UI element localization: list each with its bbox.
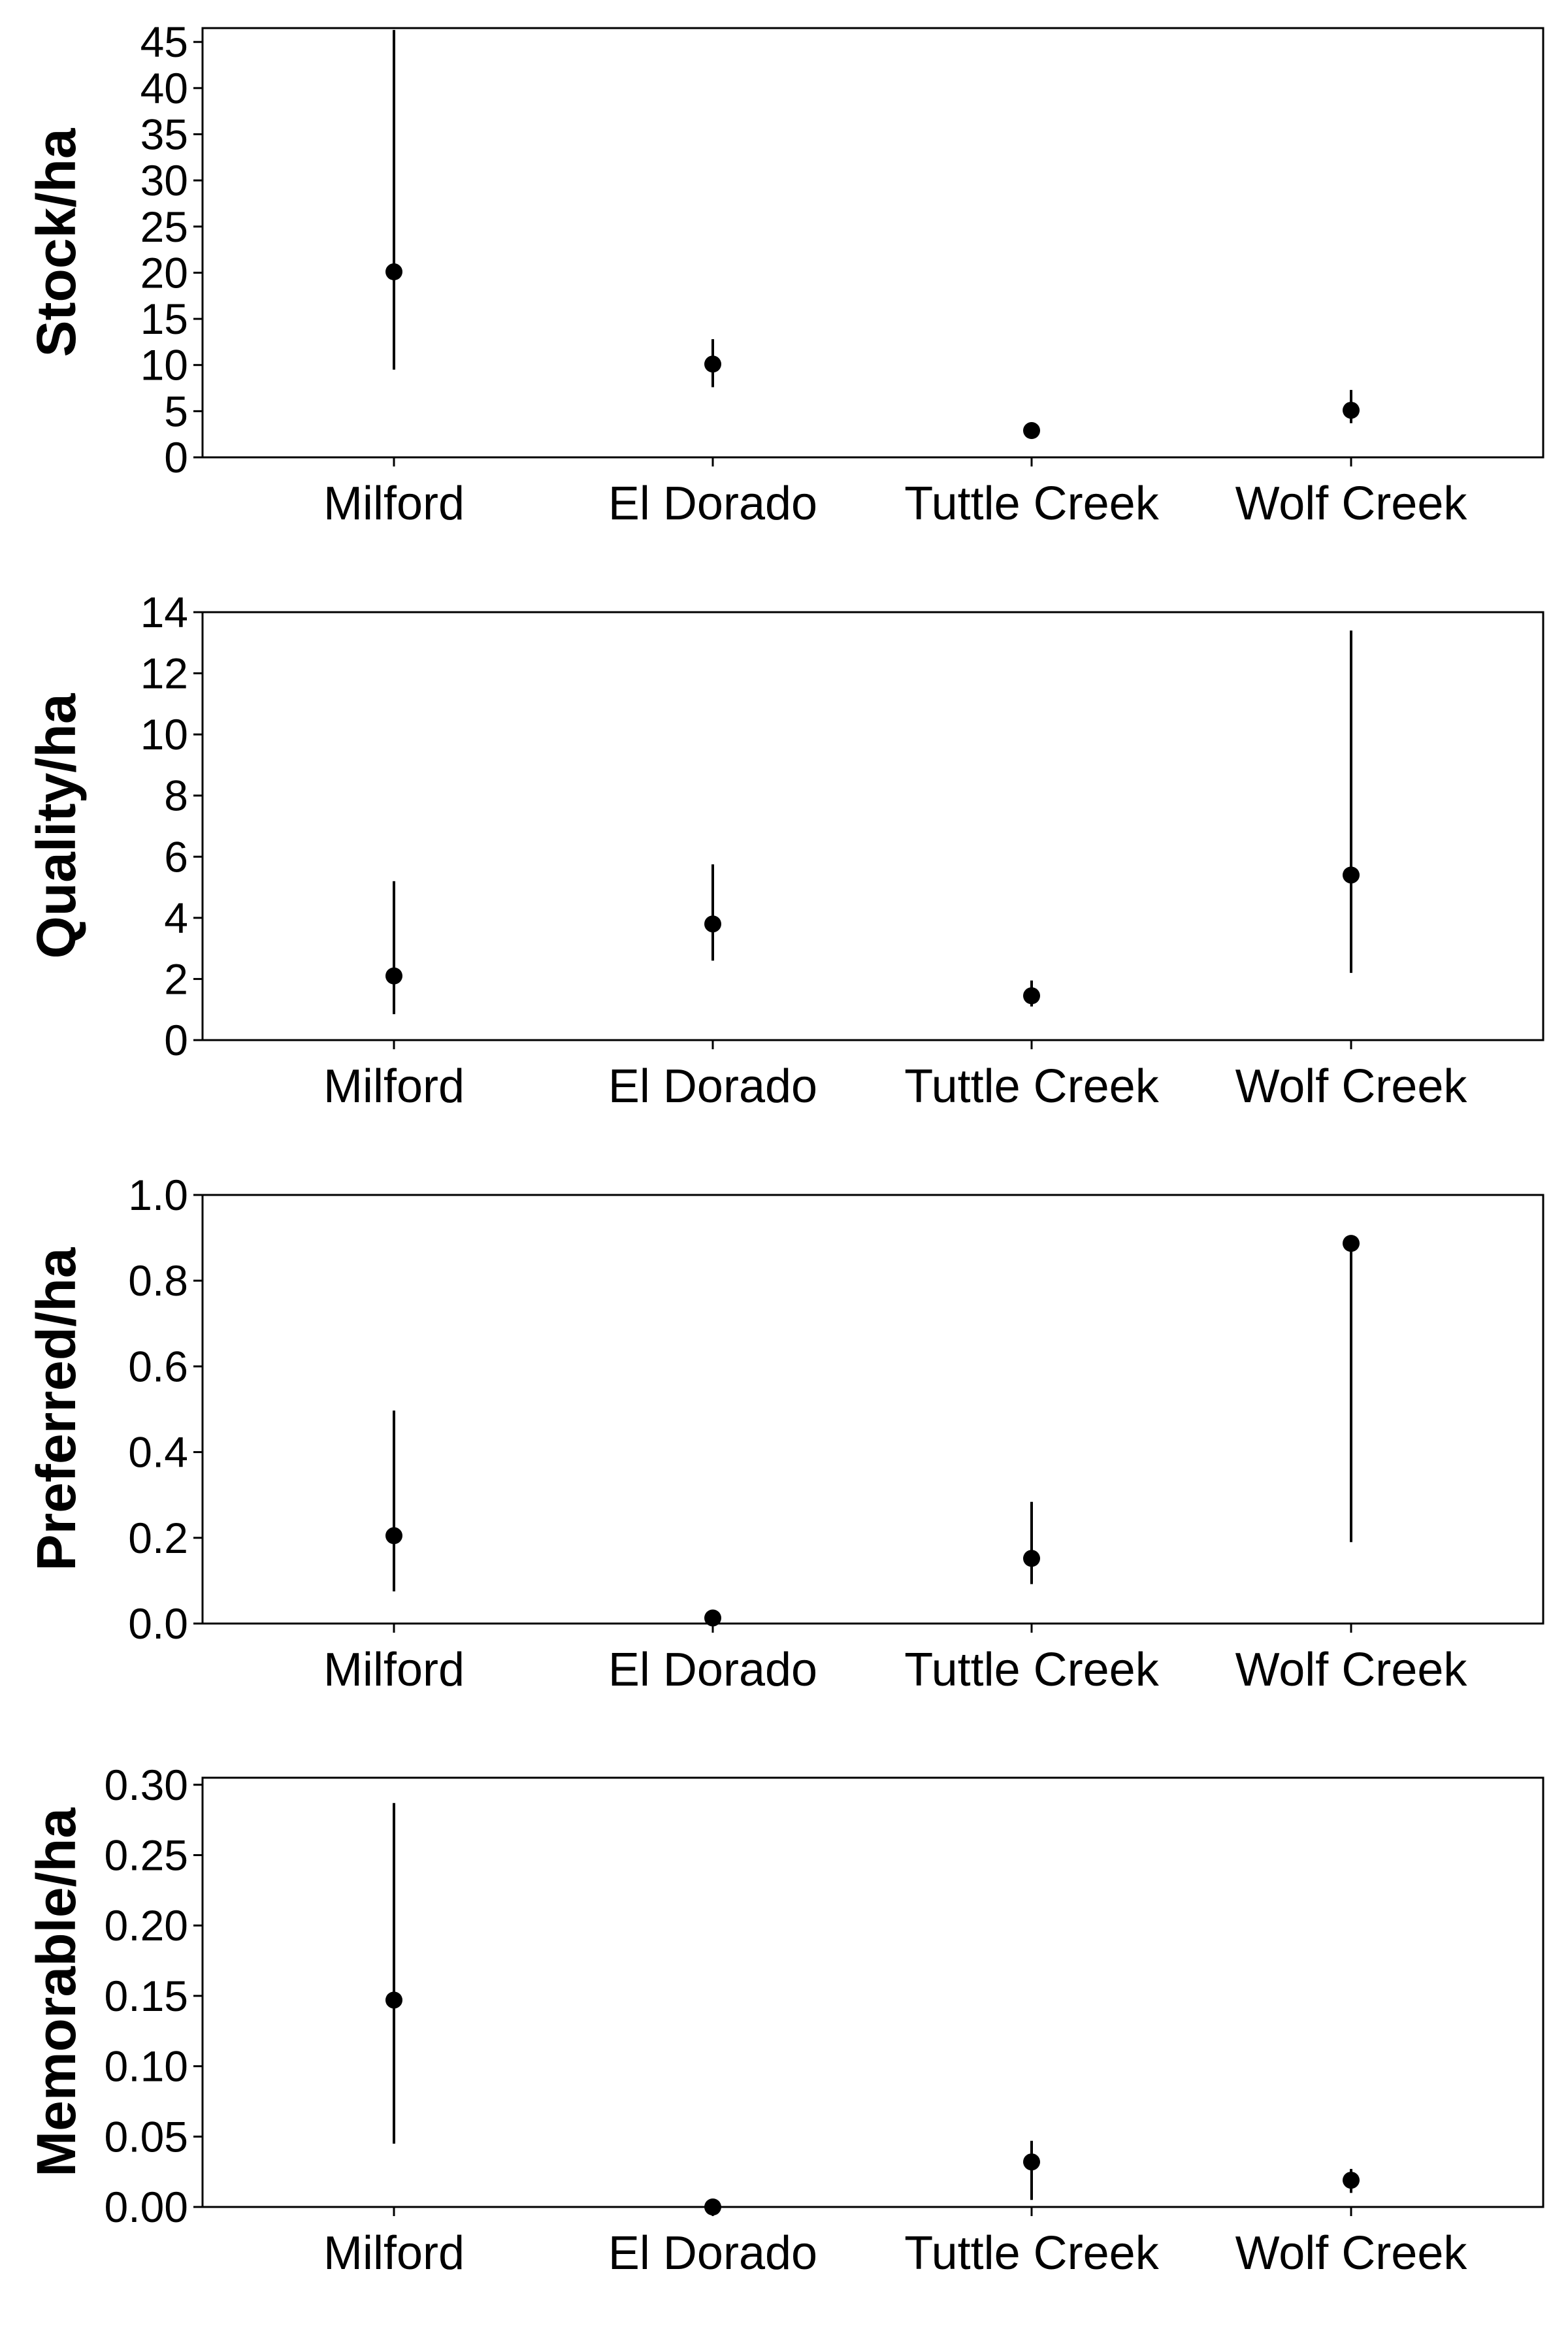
y-tick-label: 0 — [164, 1016, 188, 1064]
y-tick-label: 40 — [140, 64, 188, 112]
y-tick-label: 10 — [140, 710, 188, 759]
y-tick-label: 10 — [140, 341, 188, 389]
y-tick-label: 0.05 — [105, 2112, 188, 2161]
y-axis-title: Quality/ha — [25, 693, 87, 958]
y-tick-label: 35 — [140, 110, 188, 158]
x-category-label: Tuttle Creek — [904, 1060, 1159, 1113]
y-tick-label: 20 — [140, 248, 188, 297]
y-tick-label: 0.6 — [128, 1342, 188, 1390]
y-tick-label: 30 — [140, 156, 188, 204]
x-category-label: Tuttle Creek — [904, 1644, 1159, 1696]
y-tick-label: 0.0 — [128, 1599, 188, 1648]
x-category-label: Tuttle Creek — [904, 478, 1159, 530]
y-tick-label: 45 — [140, 18, 188, 66]
y-tick-label: 0.25 — [105, 1831, 188, 1879]
y-tick-label: 8 — [164, 772, 188, 820]
y-axis-title: Stock/ha — [25, 127, 87, 357]
data-point — [704, 915, 721, 933]
y-tick-label: 0.2 — [128, 1514, 188, 1562]
y-tick-label: 0.20 — [105, 1901, 188, 1950]
data-point — [1343, 401, 1360, 419]
data-point — [1023, 987, 1040, 1005]
x-category-label: Milford — [323, 2227, 465, 2279]
x-category-label: Milford — [323, 478, 465, 530]
plot-frame — [201, 611, 1544, 1041]
y-tick-label: 0 — [164, 433, 188, 482]
y-tick-label: 0.8 — [128, 1256, 188, 1305]
data-point — [385, 263, 402, 281]
x-category-label: Milford — [323, 1060, 465, 1113]
data-point — [1023, 422, 1040, 440]
y-tick-label: 2 — [164, 955, 188, 1003]
y-tick-label: 0.4 — [128, 1428, 188, 1477]
x-category-label: El Dorado — [608, 2227, 817, 2279]
y-tick-label: 0.15 — [105, 1972, 188, 2020]
data-point — [385, 1991, 402, 2009]
y-tick-label: 5 — [164, 387, 188, 435]
plot-frame — [201, 27, 1544, 459]
y-axis-title: Memorable/ha — [25, 1807, 87, 2177]
data-point — [704, 2198, 721, 2215]
y-axis-title: Preferred/ha — [25, 1247, 87, 1571]
x-category-label: El Dorado — [608, 1644, 817, 1696]
data-point — [385, 1527, 402, 1544]
plot-frame — [201, 1194, 1544, 1625]
x-category-label: Wolf Creek — [1235, 1644, 1468, 1696]
x-category-label: El Dorado — [608, 478, 817, 530]
x-category-label: Milford — [323, 1644, 465, 1696]
plot-frame — [201, 1776, 1544, 2208]
data-point — [1343, 2172, 1360, 2189]
chart-panel-3: 0.0 0.2 0.4 0.6 0.8 1.0 Milford El Dorado Tuttle… — [25, 1171, 1544, 1696]
data-point — [704, 1609, 721, 1627]
y-tick-label: 0.10 — [105, 2042, 188, 2091]
y-tick-label: 4 — [164, 894, 188, 942]
y-tick-label: 6 — [164, 832, 188, 881]
y-tick-label: 1.0 — [128, 1171, 188, 1219]
x-category-label: Wolf Creek — [1235, 2227, 1468, 2279]
data-point — [704, 355, 721, 373]
data-point — [1343, 1235, 1360, 1252]
y-tick-label: 15 — [140, 295, 188, 343]
y-tick-label: 0.30 — [105, 1761, 188, 1809]
y-tick-label: 0.00 — [105, 2183, 188, 2231]
chart-panel-2: 0 2 4 6 8 10 12 14 Milford El Dorado Tuttle Creek W… — [25, 588, 1544, 1113]
y-tick-label: 25 — [140, 203, 188, 251]
y-tick-label: 12 — [140, 649, 188, 698]
x-category-label: Tuttle Creek — [904, 2227, 1159, 2279]
data-point — [385, 967, 402, 985]
y-tick-label: 14 — [140, 588, 188, 636]
chart-panel-4: 0.00 0.05 0.10 0.15 0.20 0.25 0.30 Milford El Do… — [25, 1761, 1544, 2279]
x-category-label: Wolf Creek — [1235, 478, 1468, 530]
x-category-label: Wolf Creek — [1235, 1060, 1468, 1113]
data-point — [1023, 1550, 1040, 1567]
data-point — [1343, 866, 1360, 884]
x-category-label: El Dorado — [608, 1060, 817, 1113]
data-point — [1023, 2153, 1040, 2171]
